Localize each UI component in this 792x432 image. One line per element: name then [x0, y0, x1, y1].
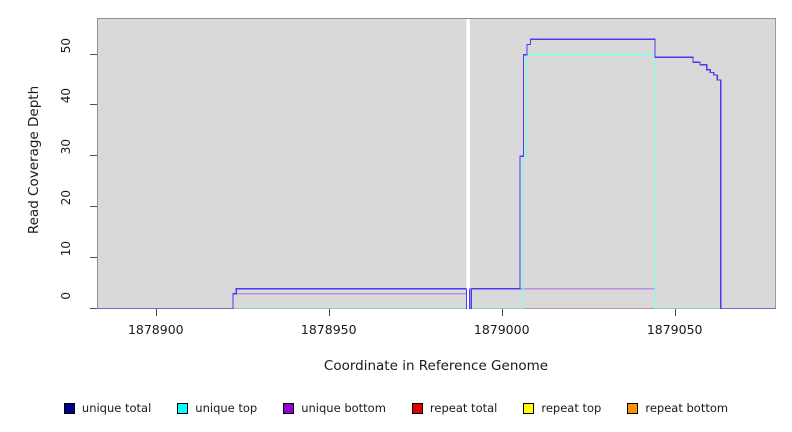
legend-label: repeat top [541, 401, 602, 415]
x-tick-label: 1879000 [473, 322, 530, 337]
legend-swatch-icon [523, 402, 535, 414]
x-tick-mark [674, 309, 676, 316]
legend-label: unique bottom [301, 401, 386, 415]
x-tick-mark [328, 309, 330, 316]
series-line-unique-bottom [98, 288, 776, 309]
legend-item-repeat-bottom[interactable]: repeat bottom [627, 401, 728, 415]
legend-item-repeat-total[interactable]: repeat total [411, 401, 498, 415]
y-tick-mark [90, 206, 97, 208]
legend-swatch-icon [283, 402, 295, 414]
legend-label: repeat bottom [645, 401, 729, 415]
y-tick-label: 30 [59, 139, 73, 155]
x-axis-title: Coordinate in Reference Genome [323, 358, 549, 374]
x-tick-label: 1878900 [127, 322, 184, 337]
series-canvas [98, 19, 776, 309]
chart-legend: unique total unique top unique bottom repea… [0, 398, 792, 418]
y-tick-mark [90, 308, 97, 309]
plot-area [97, 18, 776, 309]
legend-swatch-icon [627, 402, 639, 414]
y-tick-mark [90, 53, 97, 55]
legend-item-unique-total[interactable]: unique total [63, 401, 152, 415]
legend-label: repeat total [429, 401, 498, 415]
y-tick-label: 40 [59, 88, 73, 104]
legend-item-unique-bottom[interactable]: unique bottom [283, 401, 386, 415]
coverage-gap [466, 19, 470, 309]
legend-swatch-icon [177, 402, 189, 414]
y-tick-label: 10 [59, 241, 73, 257]
legend-item-repeat-top[interactable]: repeat top [523, 401, 601, 415]
y-axis-title: Read Coverage Depth [26, 85, 42, 235]
x-tick-label: 1879050 [646, 322, 703, 337]
x-tick-mark [501, 309, 503, 316]
series-line-unique-total [98, 38, 776, 309]
legend-label: unique total [81, 401, 152, 415]
y-tick-label: 50 [59, 37, 73, 53]
y-tick-label: 0 [59, 292, 73, 300]
y-tick-mark [90, 257, 97, 259]
series-line-unique-top [98, 53, 776, 309]
x-tick-label: 1878950 [300, 322, 357, 337]
legend-swatch-icon [63, 402, 75, 414]
y-tick-mark [90, 104, 97, 106]
legend-item-unique-top[interactable]: unique top [177, 401, 257, 415]
gap-edge-marks [465, 288, 471, 309]
y-tick-label: 20 [59, 190, 73, 206]
x-tick-mark [155, 309, 157, 316]
legend-swatch-icon [411, 402, 423, 414]
y-tick-mark [90, 155, 97, 157]
legend-label: unique top [195, 401, 258, 415]
